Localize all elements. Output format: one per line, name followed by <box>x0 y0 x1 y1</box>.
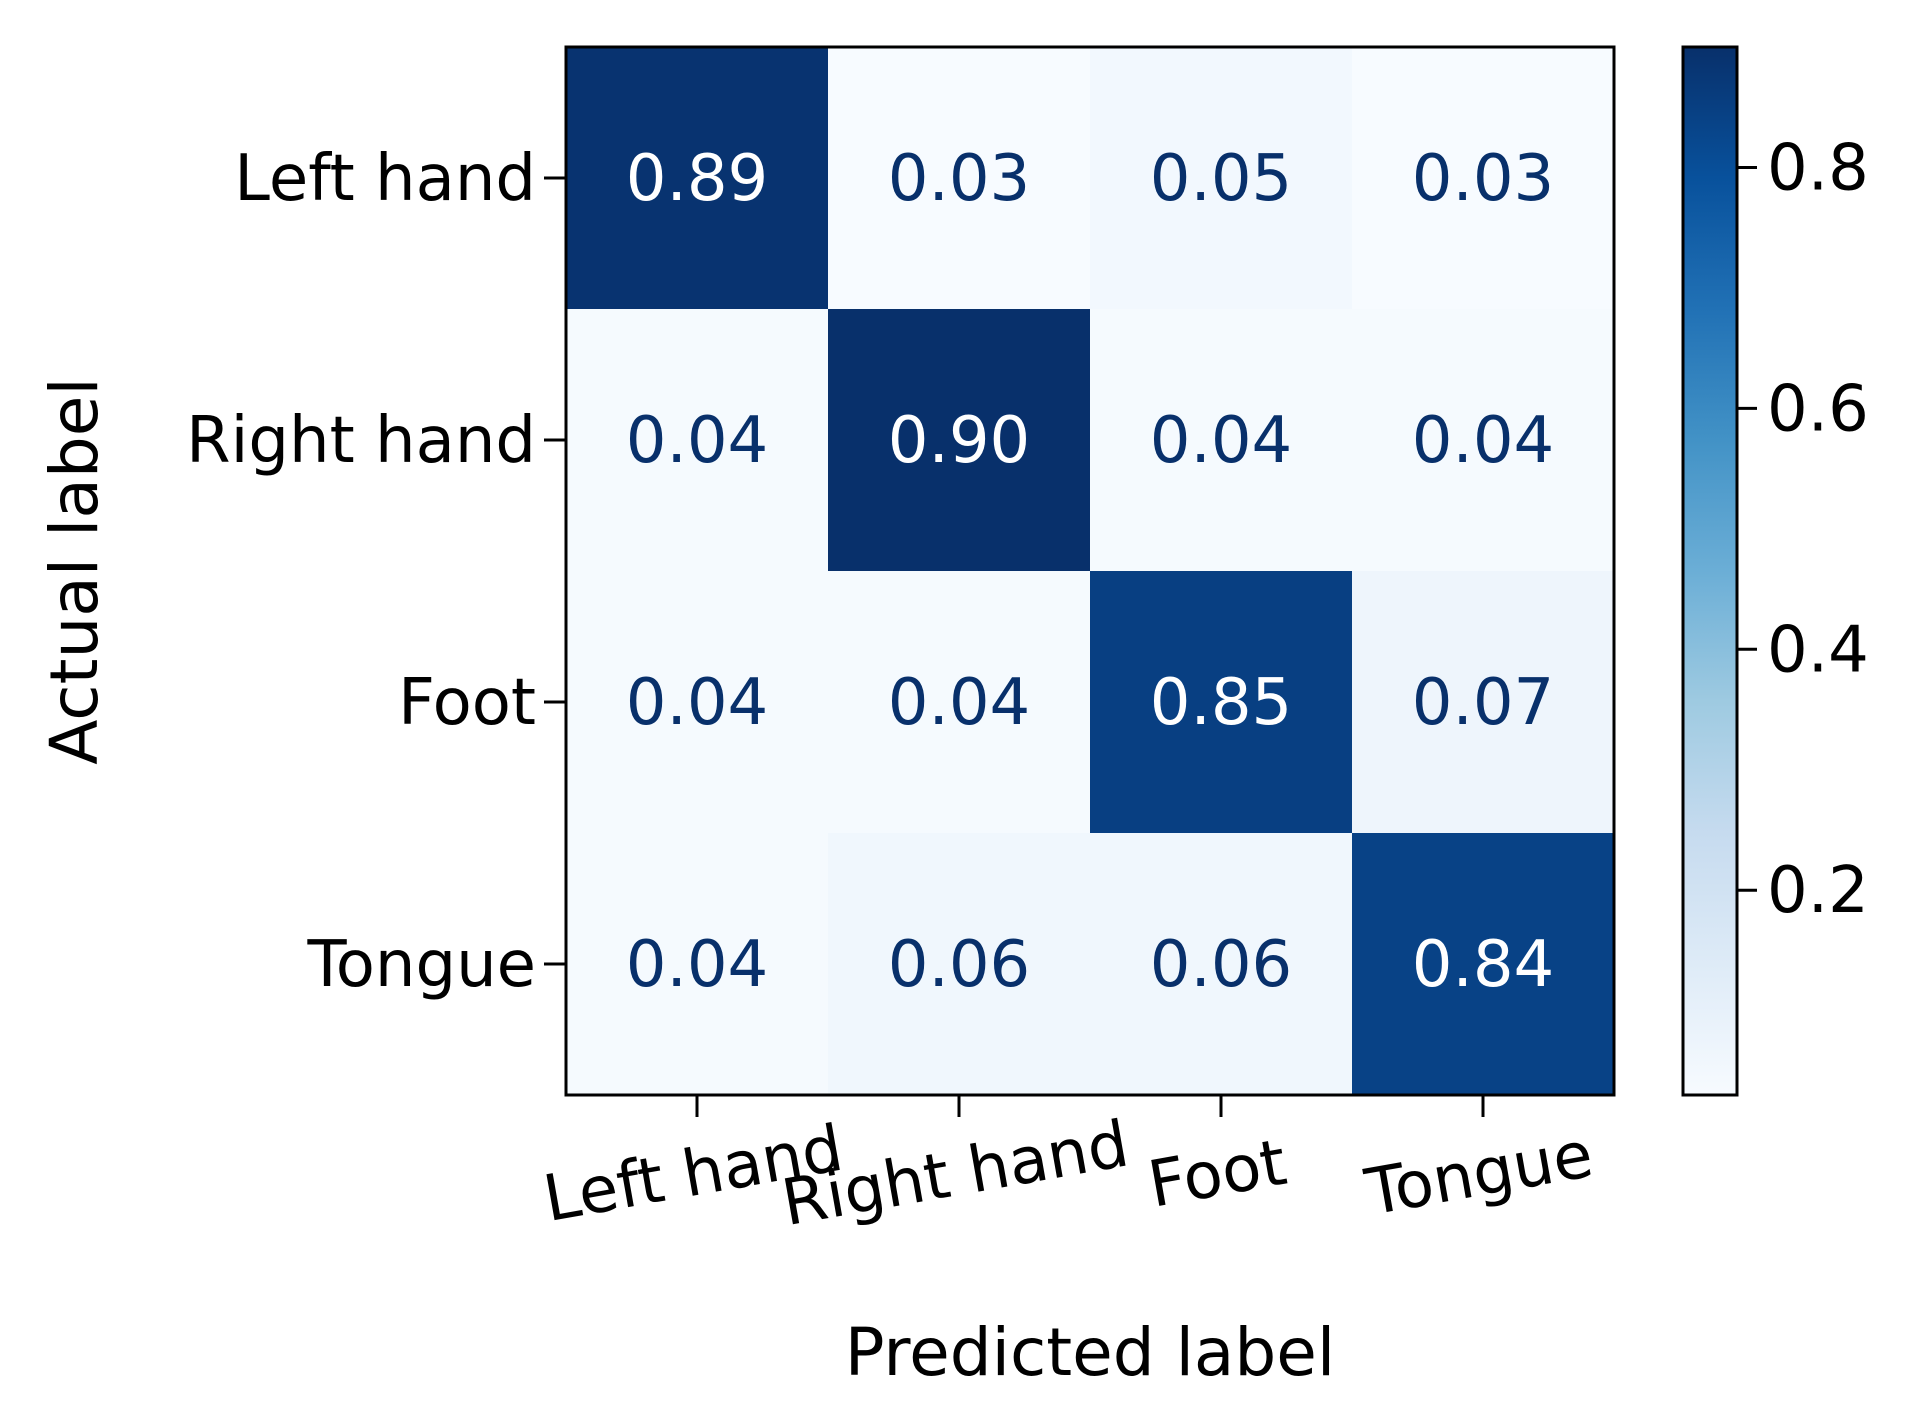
cell-value-label: 0.04 <box>1412 404 1555 478</box>
y-tick-label: Right hand <box>186 404 536 478</box>
heatmap-cell <box>1352 571 1614 833</box>
cell-value-label: 0.06 <box>888 928 1031 1002</box>
cell-value-label: 0.89 <box>626 142 769 216</box>
heatmap-cell <box>566 309 828 571</box>
x-tick-label: Tongue <box>1359 1118 1598 1231</box>
cell-value-label: 0.90 <box>888 404 1031 478</box>
heatmap-cell <box>1090 571 1352 833</box>
cell-value-label: 0.06 <box>1150 928 1293 1002</box>
y-tick-label: Tongue <box>307 928 537 1002</box>
cell-value-label: 0.04 <box>626 404 769 478</box>
y-axis-ticks: Left hand Right hand Foot Tongue <box>186 142 566 1002</box>
heatmap-cell <box>828 47 1090 309</box>
x-axis-title: Predicted label <box>845 1314 1335 1391</box>
cell-value-label: 0.04 <box>1150 404 1293 478</box>
heatmap-cell <box>1090 47 1352 309</box>
cell-value-label: 0.03 <box>888 142 1031 216</box>
heatmap-cell <box>566 47 828 309</box>
cell-value-labels: 0.89 0.03 0.05 0.03 0.04 0.90 0.04 0.04 0.04 0.04… <box>626 142 1555 1002</box>
y-axis-title: Actual label <box>36 377 113 764</box>
cell-value-label: 0.03 <box>1412 142 1555 216</box>
cell-value-label: 0.04 <box>888 666 1031 740</box>
heatmap-cell <box>828 571 1090 833</box>
heatmap-cell <box>566 833 828 1095</box>
colorbar-tick-label: 0.6 <box>1767 372 1869 446</box>
cell-value-label: 0.05 <box>1150 142 1293 216</box>
cell-value-label: 0.84 <box>1412 928 1555 1002</box>
heatmap-cell <box>1090 833 1352 1095</box>
colorbar-tick-label: 0.2 <box>1767 854 1869 928</box>
cell-value-label: 0.85 <box>1150 666 1293 740</box>
plot-frame <box>564 45 1616 1097</box>
colorbar-tick-label: 0.4 <box>1767 613 1869 687</box>
heatmap-cell <box>1352 833 1614 1095</box>
heatmap-cells <box>566 47 1614 1095</box>
y-tick-label: Left hand <box>234 142 536 216</box>
heatmap-cell <box>828 833 1090 1095</box>
y-tick-label: Foot <box>398 666 536 740</box>
colorbar-tick-label: 0.8 <box>1767 131 1869 205</box>
x-tick-label: Foot <box>1143 1126 1292 1223</box>
heatmap-cell <box>828 309 1090 571</box>
heatmap-cell <box>1352 47 1614 309</box>
heatmap-cell <box>1352 309 1614 571</box>
cell-value-label: 0.04 <box>626 666 769 740</box>
heatmap-cell <box>566 571 828 833</box>
cell-value-label: 0.04 <box>626 928 769 1002</box>
heatmap-cell <box>1090 309 1352 571</box>
cell-value-label: 0.07 <box>1412 666 1555 740</box>
colorbar-ticks: 0.2 0.4 0.6 0.8 <box>1737 131 1869 928</box>
colorbar <box>1681 45 1739 1097</box>
